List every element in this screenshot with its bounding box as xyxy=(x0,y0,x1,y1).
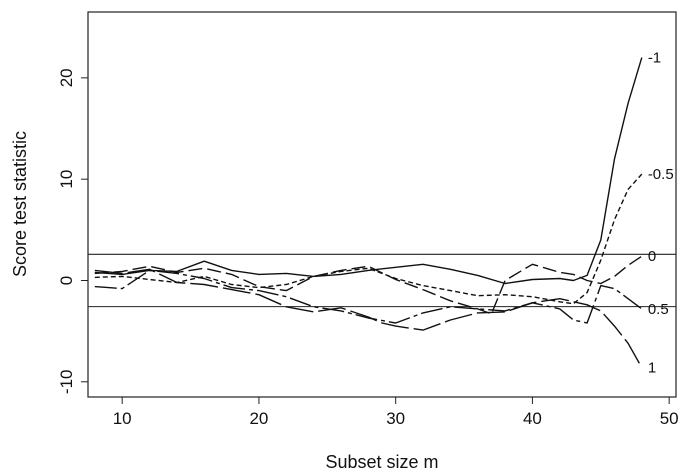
series-line-4 xyxy=(94,269,643,324)
y-axis-title: Score test statistic xyxy=(10,131,30,277)
y-tick-label: 10 xyxy=(57,170,76,189)
series-line-1 xyxy=(94,57,643,285)
y-tick-label: -10 xyxy=(57,370,76,395)
series-label-4: 0.5 xyxy=(648,301,669,318)
series-line-2 xyxy=(94,173,643,305)
x-axis: 10 20 30 40 50 xyxy=(113,397,679,428)
series-line-3 xyxy=(94,255,643,315)
series-labels: -1 -0.5 0 0.5 1 xyxy=(648,50,674,377)
series-label-2: -0.5 xyxy=(648,166,674,183)
series-label-3: 0 xyxy=(648,248,656,265)
x-tick-label: 50 xyxy=(660,409,679,428)
reference-lines xyxy=(88,253,676,308)
x-tick-label: 10 xyxy=(113,409,132,428)
plot-frame xyxy=(87,11,677,398)
series-line-5 xyxy=(94,268,643,368)
x-tick-label: 40 xyxy=(523,409,542,428)
series-label-5: 1 xyxy=(648,360,656,377)
y-tick-label: 20 xyxy=(57,68,76,87)
x-tick-label: 30 xyxy=(386,409,405,428)
x-tick-label: 20 xyxy=(249,409,268,428)
y-tick-label: 0 xyxy=(57,276,76,285)
series-lines xyxy=(94,57,643,368)
x-axis-title: Subset size m xyxy=(325,452,438,472)
series-label-1: -1 xyxy=(648,50,661,67)
y-axis: -10 0 10 20 xyxy=(57,68,88,394)
